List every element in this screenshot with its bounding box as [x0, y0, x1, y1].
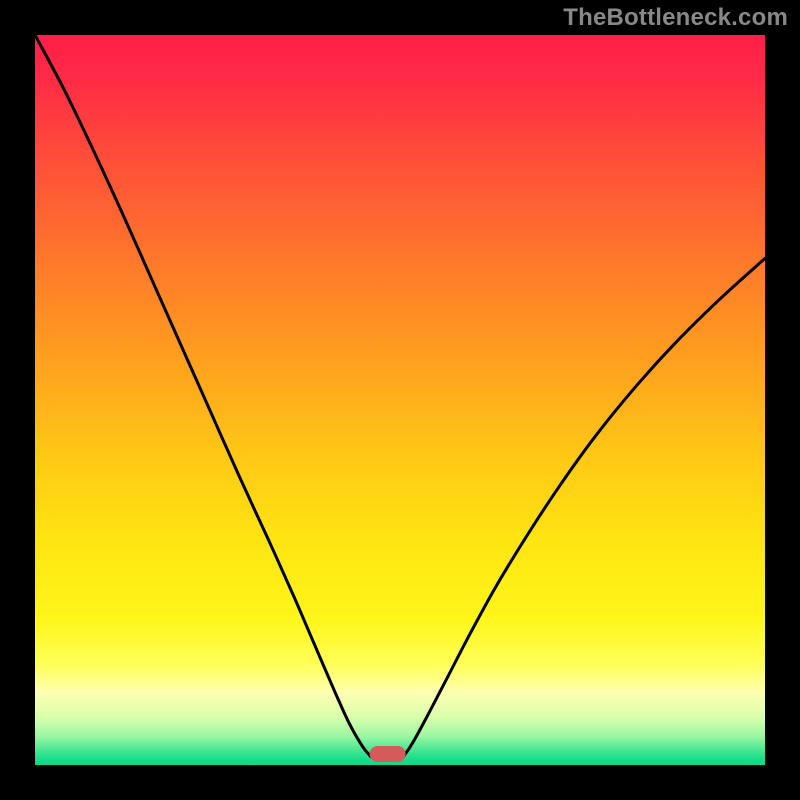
bottleneck-chart-svg [0, 0, 800, 800]
chart-container: TheBottleneck.com [0, 0, 800, 800]
plot-gradient-background [35, 35, 765, 765]
watermark-text: TheBottleneck.com [563, 4, 788, 32]
optimal-marker [370, 746, 406, 762]
